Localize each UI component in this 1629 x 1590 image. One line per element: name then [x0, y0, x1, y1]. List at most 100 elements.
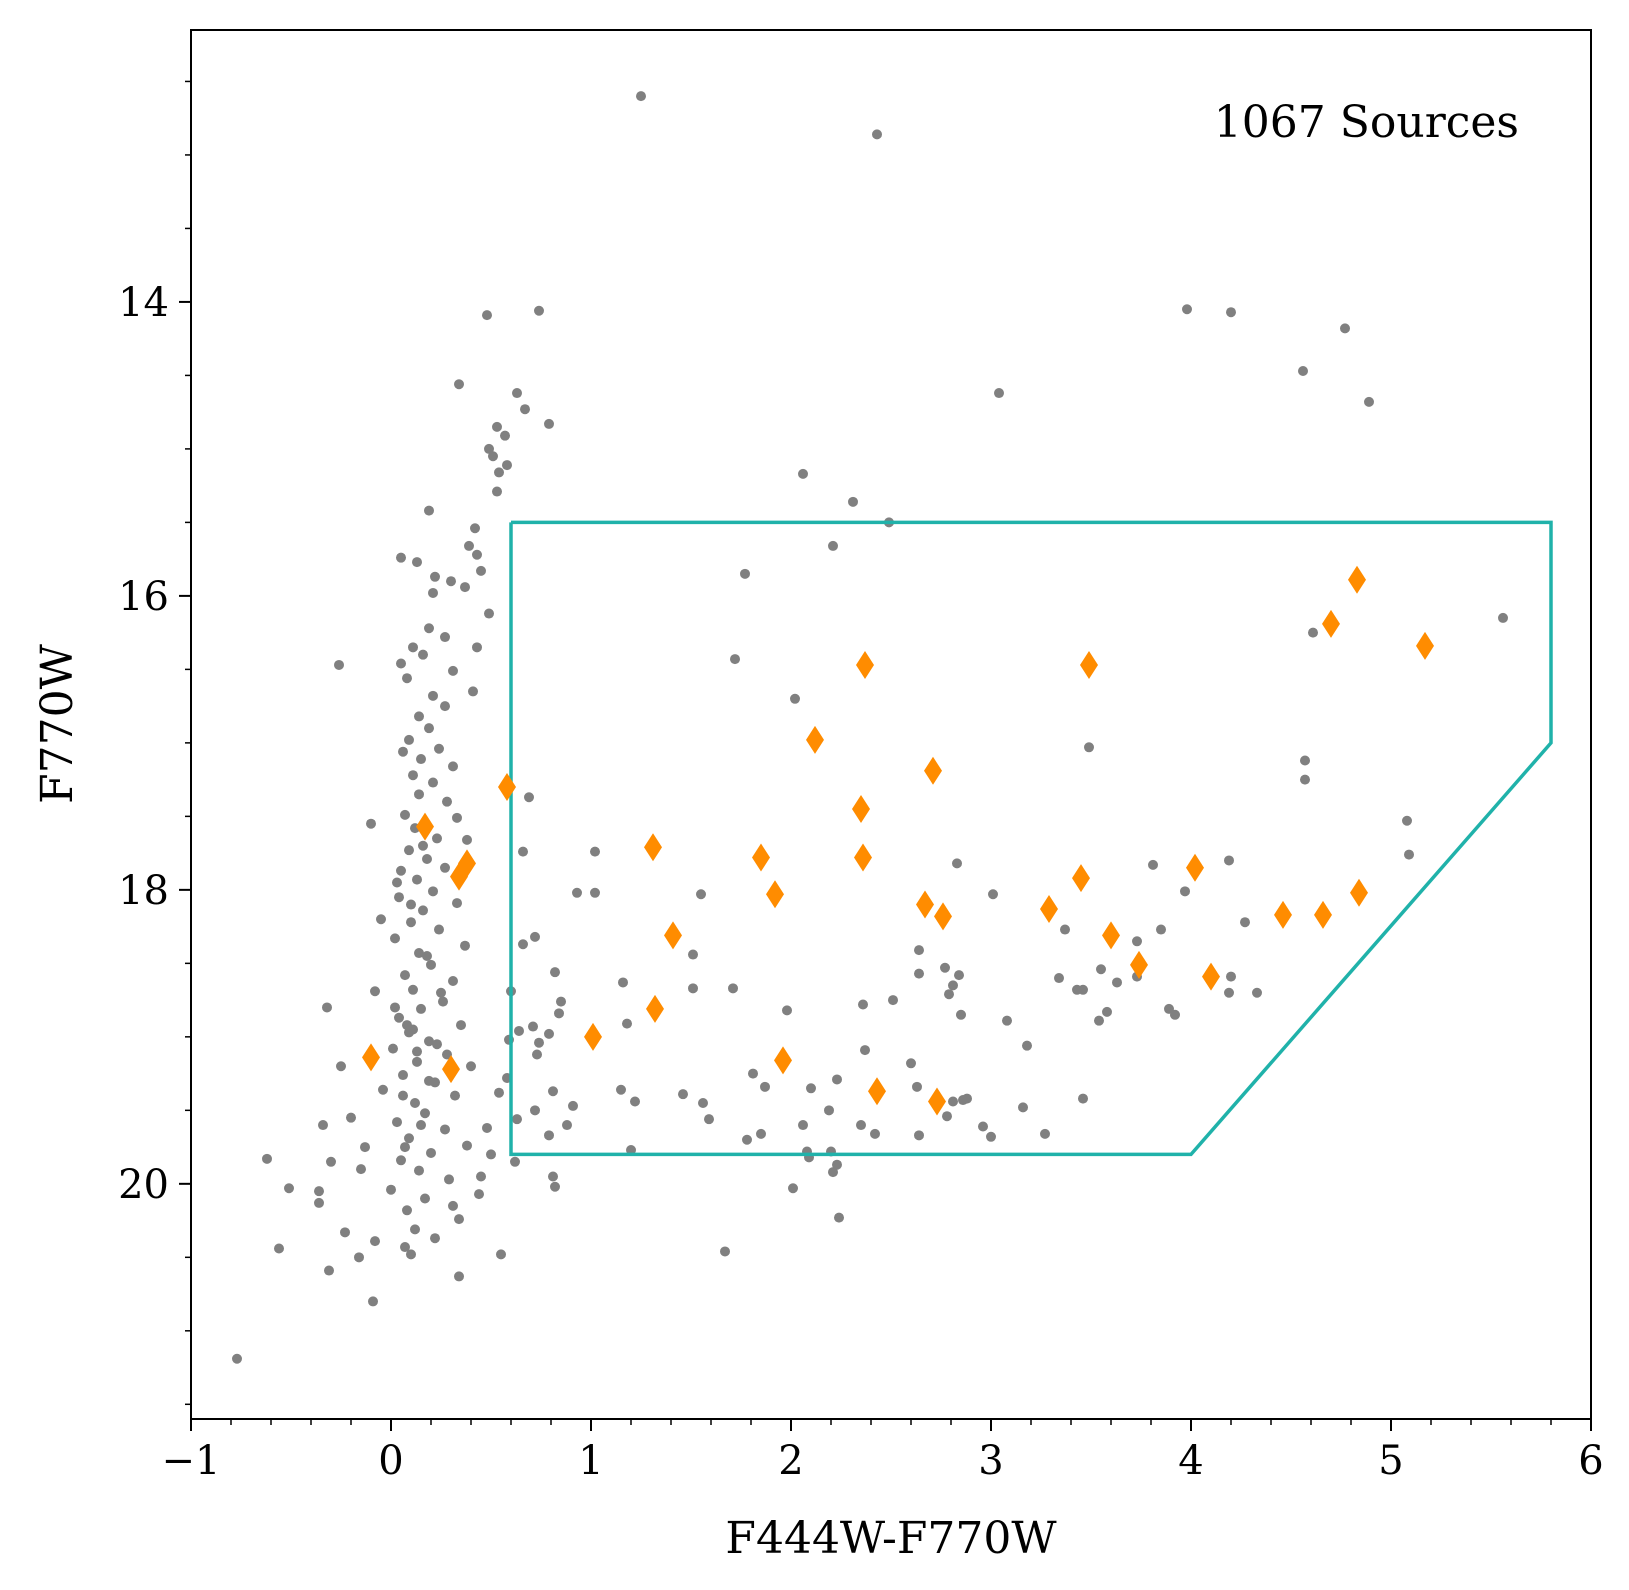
source-point: [404, 734, 414, 745]
source-point: [1002, 1015, 1012, 1026]
source-point: [400, 1242, 410, 1253]
source-point: [492, 486, 502, 497]
source-point: [1148, 859, 1158, 870]
x-tick-label: 6: [1578, 1438, 1603, 1484]
selected-point: [868, 1077, 886, 1106]
source-point: [788, 1183, 798, 1194]
source-point: [402, 673, 412, 684]
plot-frame: [190, 29, 1592, 1420]
source-point: [568, 1100, 578, 1111]
source-point: [782, 1005, 792, 1016]
source-point: [824, 1105, 834, 1116]
source-point: [396, 1155, 406, 1166]
selected-point: [1080, 650, 1098, 679]
selected-point: [854, 843, 872, 872]
source-point: [858, 999, 868, 1010]
source-point: [460, 940, 470, 951]
source-point: [760, 1081, 770, 1092]
source-point: [986, 1131, 996, 1142]
source-point: [688, 949, 698, 960]
selected-point: [644, 833, 662, 862]
source-point: [368, 1296, 378, 1307]
source-point: [390, 933, 400, 944]
source-point: [630, 1096, 640, 1107]
source-point: [454, 1271, 464, 1282]
source-point: [438, 996, 448, 1007]
source-point: [688, 983, 698, 994]
source-point: [544, 1028, 554, 1039]
source-point: [412, 557, 422, 568]
source-point: [548, 1171, 558, 1182]
source-point: [318, 1120, 328, 1131]
source-point: [448, 665, 458, 676]
source-point: [454, 1214, 464, 1225]
source-point: [534, 305, 544, 316]
source-point: [1340, 323, 1350, 334]
source-point: [524, 792, 534, 803]
source-point: [488, 451, 498, 462]
source-point: [440, 862, 450, 873]
source-point: [798, 468, 808, 479]
source-count-annotation: 1067 Sources: [1214, 97, 1519, 148]
source-point: [872, 129, 882, 140]
source-point: [428, 690, 438, 701]
source-point: [474, 1189, 484, 1200]
source-point: [394, 1012, 404, 1023]
source-point: [404, 845, 414, 856]
selected-point: [498, 772, 516, 801]
source-point: [530, 1105, 540, 1116]
source-point: [544, 1130, 554, 1141]
source-point: [1102, 1006, 1112, 1017]
selected-point: [934, 902, 952, 931]
source-point: [556, 996, 566, 1007]
source-point: [434, 924, 444, 935]
source-point: [472, 642, 482, 653]
source-point: [356, 1164, 366, 1175]
source-point: [434, 743, 444, 754]
source-point: [832, 1159, 842, 1170]
source-point: [414, 948, 424, 959]
source-point: [730, 654, 740, 665]
source-point: [324, 1265, 334, 1276]
source-point: [1060, 924, 1070, 935]
y-axis-ticks: 14 16 18 20: [118, 80, 191, 1406]
source-point: [616, 1084, 626, 1095]
x-axis-label: F444W-F770W: [725, 1513, 1057, 1564]
source-point: [962, 1093, 972, 1104]
source-point: [520, 404, 530, 415]
source-point: [396, 658, 406, 669]
source-point: [398, 1090, 408, 1101]
source-point: [742, 1134, 752, 1145]
source-point: [470, 523, 480, 534]
selected-point: [1102, 921, 1120, 950]
source-point: [314, 1186, 324, 1197]
source-point: [378, 1084, 388, 1095]
selected-point: [928, 1087, 946, 1116]
selected-point: [664, 921, 682, 950]
source-point: [452, 898, 462, 909]
source-point: [554, 1008, 564, 1019]
source-point: [954, 970, 964, 981]
source-point: [462, 1140, 472, 1151]
source-point: [696, 889, 706, 900]
source-point: [828, 1167, 838, 1178]
source-point: [410, 1224, 420, 1235]
source-point: [410, 1097, 420, 1108]
y-axis-label: F770W: [32, 643, 83, 804]
source-point: [386, 1184, 396, 1195]
source-point: [414, 711, 424, 722]
selected-point: [1274, 900, 1292, 929]
source-point: [400, 809, 410, 820]
source-point: [440, 1124, 450, 1135]
source-point: [408, 642, 418, 653]
source-point: [428, 886, 438, 897]
source-point: [510, 1156, 520, 1167]
source-point: [622, 1018, 632, 1029]
source-point: [1096, 964, 1106, 975]
x-tick-label: 4: [1178, 1438, 1203, 1484]
source-point: [414, 1165, 424, 1176]
source-point: [366, 818, 376, 829]
source-point: [1180, 886, 1190, 897]
source-point: [430, 1233, 440, 1244]
source-point: [1022, 1040, 1032, 1051]
